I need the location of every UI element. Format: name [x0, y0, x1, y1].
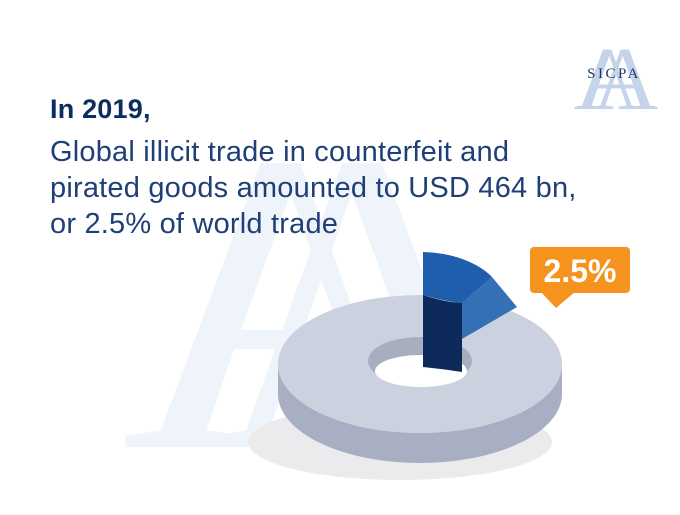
- intro-body: Global illicit trade in counterfeit and …: [50, 136, 577, 240]
- callout-tail: [540, 291, 576, 308]
- callout-bubble: [530, 247, 630, 293]
- donut-side-wall: [278, 364, 562, 463]
- wedge-inner-face: [423, 295, 462, 372]
- logo-letter: A: [593, 30, 658, 129]
- wedge-top-face: [423, 252, 492, 303]
- intro-heading: In 2019,: [50, 94, 151, 124]
- callout-badge: 2.5%: [530, 247, 630, 308]
- callout-label: 2.5%: [544, 253, 617, 289]
- wedge-side-face: [462, 277, 517, 339]
- sicpa-monogram-icon: A A: [574, 30, 660, 129]
- logo-wordmark: SICPA: [587, 66, 641, 82]
- intro-text-block: In 2019, Global illicit trade in counter…: [50, 92, 650, 242]
- sicpa-logo: A A SICPA: [566, 30, 666, 129]
